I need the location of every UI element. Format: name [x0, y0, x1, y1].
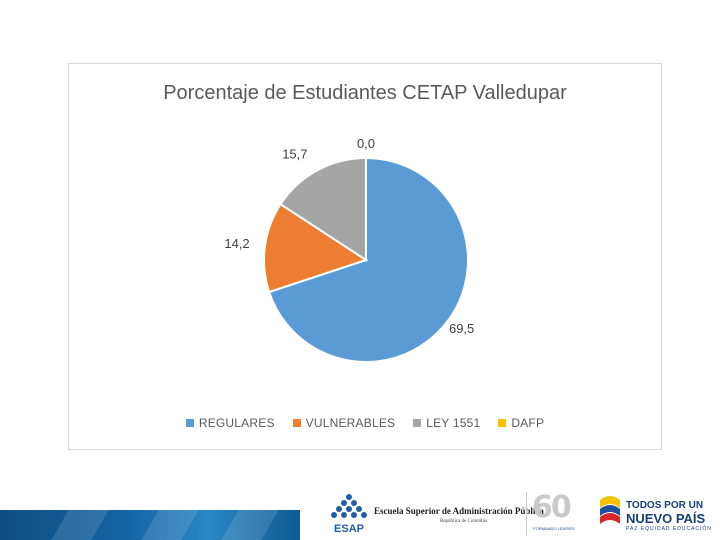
esap-acronym: ESAP	[334, 523, 364, 535]
legend-label-vulnerables: VULNERABLES	[305, 416, 396, 430]
esap-pyramid-icon: ESAP	[331, 494, 367, 535]
chart-legend: REGULARES VULNERABLES LEY 1551 DAFP	[69, 416, 661, 430]
pais-line3: PAZ EQUIDAD EDUCACIÓN	[626, 526, 712, 532]
chart-frame: Porcentaje de Estudiantes CETAP Valledup…	[68, 63, 662, 450]
legend-item-vulnerables: VULNERABLES	[292, 416, 396, 430]
pais-line2: NUEVO PAÍS	[626, 511, 706, 526]
pais-line1: TODOS POR UN	[626, 500, 704, 511]
sixty-tagline: FORMANDO LÍDERES	[533, 526, 575, 531]
pie-slice-vulnerables	[263, 202, 369, 294]
nuevo-pais-logo: TODOS POR UN NUEVO PAÍS PAZ EQUIDAD EDUC…	[596, 490, 720, 538]
esap-logo: ESAP Escuela Superior de Administración …	[328, 492, 544, 536]
legend-item-regulares: REGULARES	[185, 416, 275, 430]
data-label-vulnerables: 14,2	[224, 236, 249, 251]
legend-item-dafp: DAFP	[498, 416, 544, 430]
data-label-ley-1551: 15,7	[282, 146, 307, 161]
legend-swatch-ley-1551	[413, 419, 422, 427]
esap-country: República de Colombia	[440, 519, 488, 524]
pie-chart: 69,5 14,2 15,7 0,0	[224, 136, 474, 363]
data-label-dafp: 0,0	[357, 136, 375, 151]
legend-swatch-dafp	[498, 419, 507, 427]
legend-swatch-vulnerables	[292, 419, 301, 427]
legend-label-ley-1551: LEY 1551	[426, 416, 481, 430]
legend-label-dafp: DAFP	[511, 416, 545, 430]
flag-ribbon-icon	[600, 496, 620, 524]
esap-name: Escuela Superior de Administración Públi…	[374, 506, 544, 516]
footer-stripe-bar	[0, 510, 300, 540]
data-label-regulares: 69,5	[449, 321, 474, 336]
chart-title: Porcentaje de Estudiantes CETAP Valledup…	[163, 82, 567, 104]
legend-item-ley-1551: LEY 1551	[413, 416, 480, 430]
legend-label-regulares: REGULARES	[198, 416, 275, 430]
pie-slice-ley-1551	[279, 156, 367, 262]
legend-swatch-regulares	[185, 419, 194, 427]
sixty-years-logo: 60 FORMANDO LÍDERES	[530, 490, 578, 540]
footer: ESAP Escuela Superior de Administración …	[0, 478, 720, 540]
pie-slice-regulares	[267, 156, 469, 363]
logo-divider	[526, 492, 527, 536]
sixty-number: 60	[532, 490, 572, 525]
